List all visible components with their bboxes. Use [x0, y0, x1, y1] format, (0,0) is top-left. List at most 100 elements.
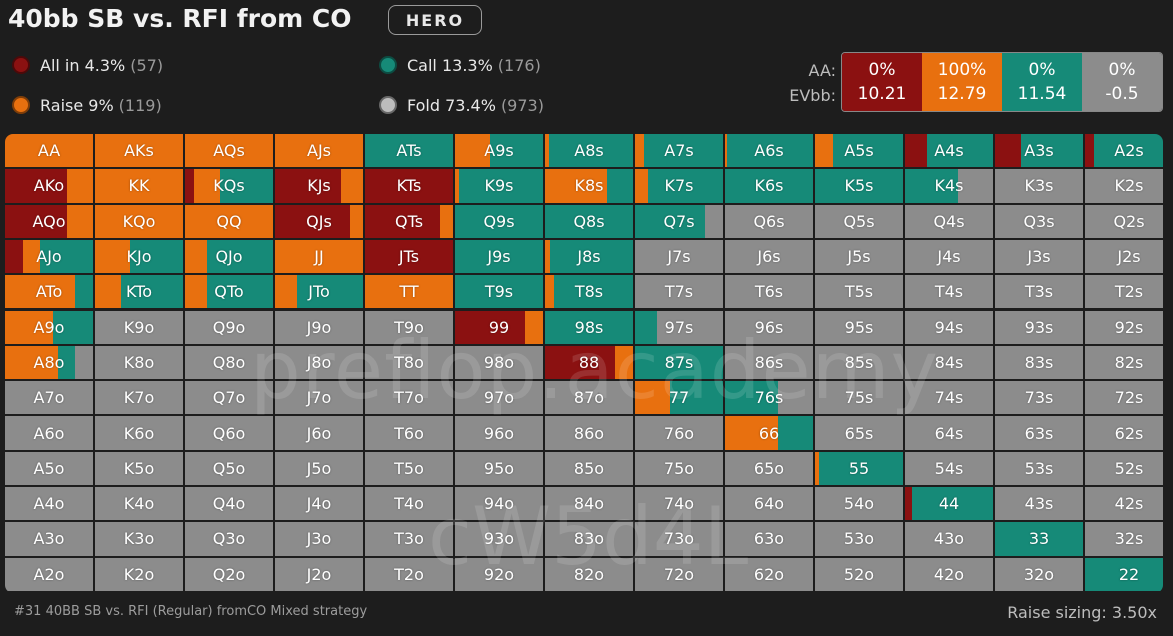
hero-badge[interactable]: HERO [388, 5, 482, 35]
hand-cell-A2s[interactable]: A2s [1085, 134, 1163, 168]
hand-cell-A6o[interactable]: A6o [5, 416, 93, 450]
hand-cell-QJo[interactable]: QJo [185, 239, 273, 274]
hand-cell-63s[interactable]: 63s [995, 416, 1083, 450]
hand-cell-76s[interactable]: 76s [725, 381, 813, 415]
hand-cell-K5s[interactable]: K5s [815, 169, 903, 203]
hand-cell-Q9s[interactable]: Q9s [455, 204, 543, 238]
hand-cell-74o[interactable]: 74o [635, 487, 723, 521]
hand-cell-T2o[interactable]: T2o [365, 557, 453, 591]
hand-cell-86o[interactable]: 86o [545, 416, 633, 450]
hand-cell-32s[interactable]: 32s [1085, 522, 1163, 556]
hand-cell-A4o[interactable]: A4o [5, 487, 93, 521]
hand-cell-72o[interactable]: 72o [635, 557, 723, 591]
hand-cell-77[interactable]: 77 [635, 381, 723, 415]
hand-cell-A6s[interactable]: A6s [725, 134, 813, 168]
hand-cell-98s[interactable]: 98s [545, 310, 633, 344]
hand-cell-75o[interactable]: 75o [635, 451, 723, 485]
hand-cell-J9s[interactable]: J9s [455, 239, 543, 274]
hand-cell-53o[interactable]: 53o [815, 522, 903, 556]
hand-cell-87s[interactable]: 87s [635, 345, 723, 380]
hand-cell-T3o[interactable]: T3o [365, 522, 453, 556]
hand-cell-A5o[interactable]: A5o [5, 451, 93, 485]
hand-cell-JTo[interactable]: JTo [275, 275, 363, 309]
hand-cell-TT[interactable]: TT [365, 275, 453, 309]
hand-cell-T8o[interactable]: T8o [365, 345, 453, 380]
hand-cell-74s[interactable]: 74s [905, 381, 993, 415]
hand-cell-K6o[interactable]: K6o [95, 416, 183, 450]
hand-cell-T5o[interactable]: T5o [365, 451, 453, 485]
hand-cell-J7s[interactable]: J7s [635, 239, 723, 274]
hand-cell-Q7s[interactable]: Q7s [635, 204, 723, 238]
hand-cell-J3o[interactable]: J3o [275, 522, 363, 556]
hand-cell-K3o[interactable]: K3o [95, 522, 183, 556]
hand-cell-AQo[interactable]: AQo [5, 204, 93, 238]
hand-cell-QJs[interactable]: QJs [275, 204, 363, 238]
hand-cell-J2o[interactable]: J2o [275, 557, 363, 591]
hand-cell-82s[interactable]: 82s [1085, 345, 1163, 380]
hand-cell-Q4s[interactable]: Q4s [905, 204, 993, 238]
hand-cell-Q3o[interactable]: Q3o [185, 522, 273, 556]
hand-cell-J7o[interactable]: J7o [275, 381, 363, 415]
hand-cell-93s[interactable]: 93s [995, 310, 1083, 344]
hand-cell-KTo[interactable]: KTo [95, 275, 183, 309]
hand-cell-Q7o[interactable]: Q7o [185, 381, 273, 415]
hand-cell-KJo[interactable]: KJo [95, 239, 183, 274]
hand-cell-73o[interactable]: 73o [635, 522, 723, 556]
hand-cell-44[interactable]: 44 [905, 487, 993, 521]
hand-cell-K8s[interactable]: K8s [545, 169, 633, 203]
hand-cell-92s[interactable]: 92s [1085, 310, 1163, 344]
hand-cell-Q4o[interactable]: Q4o [185, 487, 273, 521]
hand-cell-Q3s[interactable]: Q3s [995, 204, 1083, 238]
hand-cell-T4o[interactable]: T4o [365, 487, 453, 521]
hand-cell-J5s[interactable]: J5s [815, 239, 903, 274]
hand-cell-KJs[interactable]: KJs [275, 169, 363, 203]
hand-cell-K5o[interactable]: K5o [95, 451, 183, 485]
hand-cell-43s[interactable]: 43s [995, 487, 1083, 521]
hand-cell-83o[interactable]: 83o [545, 522, 633, 556]
hand-cell-94s[interactable]: 94s [905, 310, 993, 344]
hand-cell-A9s[interactable]: A9s [455, 134, 543, 168]
hand-cell-K4o[interactable]: K4o [95, 487, 183, 521]
hand-cell-Q2o[interactable]: Q2o [185, 557, 273, 591]
hand-cell-83s[interactable]: 83s [995, 345, 1083, 380]
hand-cell-J9o[interactable]: J9o [275, 310, 363, 344]
hand-cell-T4s[interactable]: T4s [905, 275, 993, 309]
hand-cell-Q9o[interactable]: Q9o [185, 310, 273, 344]
hand-cell-42s[interactable]: 42s [1085, 487, 1163, 521]
hand-cell-22[interactable]: 22 [1085, 557, 1163, 591]
hand-cell-75s[interactable]: 75s [815, 381, 903, 415]
hand-cell-AKo[interactable]: AKo [5, 169, 93, 203]
hand-cell-T5s[interactable]: T5s [815, 275, 903, 309]
hand-cell-42o[interactable]: 42o [905, 557, 993, 591]
hand-cell-76o[interactable]: 76o [635, 416, 723, 450]
hand-cell-84s[interactable]: 84s [905, 345, 993, 380]
hand-cell-QQ[interactable]: QQ [185, 204, 273, 238]
hand-cell-63o[interactable]: 63o [725, 522, 813, 556]
hand-cell-A9o[interactable]: A9o [5, 310, 93, 344]
hand-cell-AJo[interactable]: AJo [5, 239, 93, 274]
hand-cell-KTs[interactable]: KTs [365, 169, 453, 203]
hand-cell-ATo[interactable]: ATo [5, 275, 93, 309]
hand-cell-K3s[interactable]: K3s [995, 169, 1083, 203]
hand-cell-T6o[interactable]: T6o [365, 416, 453, 450]
hand-cell-AKs[interactable]: AKs [95, 134, 183, 168]
hand-cell-J8o[interactable]: J8o [275, 345, 363, 380]
hand-cell-K8o[interactable]: K8o [95, 345, 183, 380]
hand-cell-Q6o[interactable]: Q6o [185, 416, 273, 450]
hand-cell-J5o[interactable]: J5o [275, 451, 363, 485]
hand-cell-52o[interactable]: 52o [815, 557, 903, 591]
hand-cell-Q5s[interactable]: Q5s [815, 204, 903, 238]
hand-cell-K2s[interactable]: K2s [1085, 169, 1163, 203]
hand-cell-55[interactable]: 55 [815, 451, 903, 485]
hand-cell-K9o[interactable]: K9o [95, 310, 183, 344]
hand-cell-93o[interactable]: 93o [455, 522, 543, 556]
hand-cell-87o[interactable]: 87o [545, 381, 633, 415]
hand-cell-A4s[interactable]: A4s [905, 134, 993, 168]
hand-cell-QTo[interactable]: QTo [185, 275, 273, 309]
hand-cell-K2o[interactable]: K2o [95, 557, 183, 591]
hand-cell-96o[interactable]: 96o [455, 416, 543, 450]
hand-cell-54s[interactable]: 54s [905, 451, 993, 485]
hand-cell-J4o[interactable]: J4o [275, 487, 363, 521]
hand-cell-82o[interactable]: 82o [545, 557, 633, 591]
hand-cell-JTs[interactable]: JTs [365, 239, 453, 274]
